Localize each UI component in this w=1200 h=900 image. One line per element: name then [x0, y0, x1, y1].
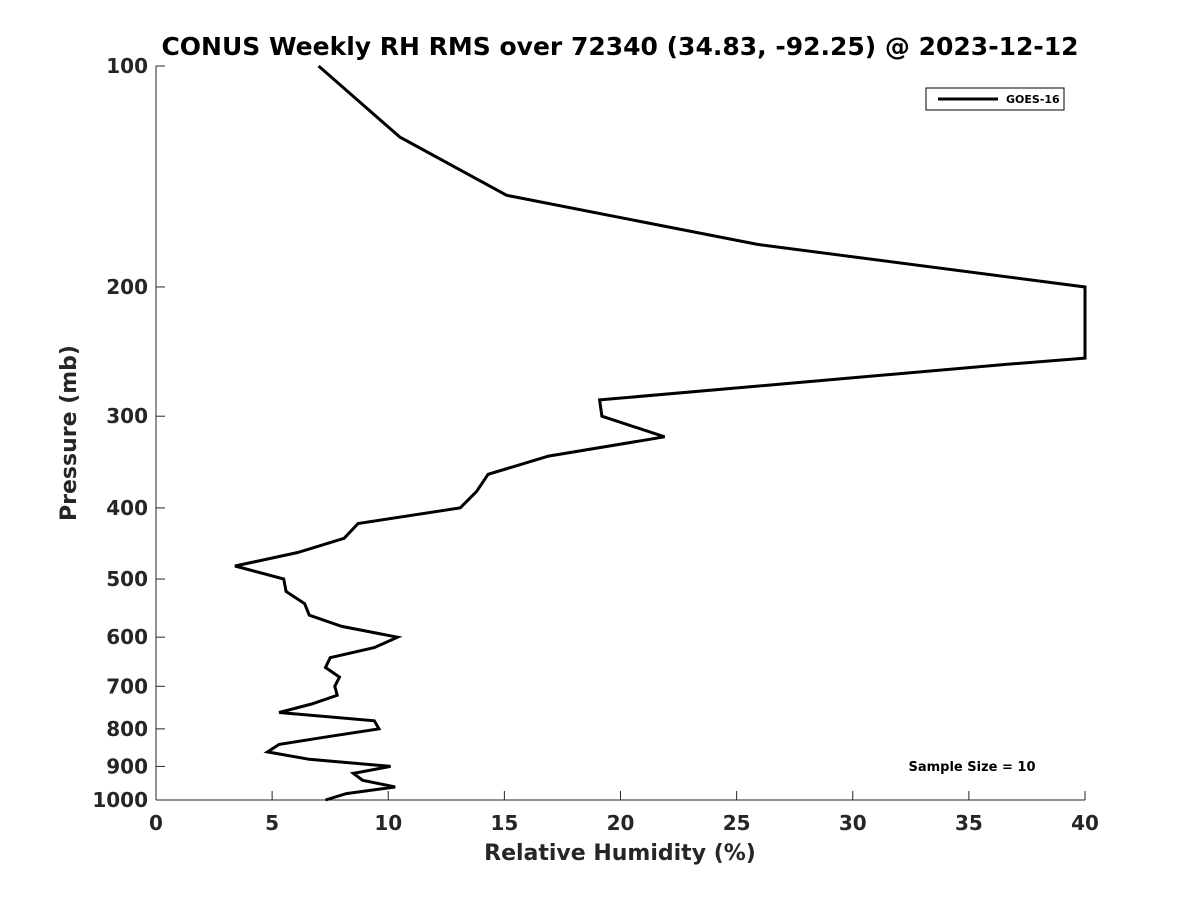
- y-tick-label: 700: [106, 674, 148, 698]
- y-tick-label: 500: [106, 567, 148, 591]
- legend-label: GOES-16: [1006, 93, 1060, 106]
- series-layer: [234, 64, 1087, 802]
- plot-area: [155, 66, 1085, 801]
- x-axis-ticks: 0 5 10 15 20 25 30 35 40: [149, 791, 1099, 835]
- x-tick-label: 25: [723, 811, 751, 835]
- x-tick-label: 30: [839, 811, 867, 835]
- y-tick-label: 600: [106, 625, 148, 649]
- x-tick-label: 10: [374, 811, 402, 835]
- y-tick-label: 300: [106, 404, 148, 428]
- series-line: [234, 64, 1087, 802]
- y-tick-label: 400: [106, 496, 148, 520]
- y-tick-label: 200: [106, 275, 148, 299]
- x-tick-label: 40: [1071, 811, 1099, 835]
- x-tick-label: 5: [265, 811, 279, 835]
- x-tick-label: 0: [149, 811, 163, 835]
- legend: GOES-16: [925, 87, 1065, 111]
- chart-title: CONUS Weekly RH RMS over 72340 (34.83, -…: [161, 32, 1078, 61]
- y-tick-label: 1000: [92, 788, 148, 812]
- y-axis-label: Pressure (mb): [57, 345, 82, 521]
- y-tick-label: 800: [106, 717, 148, 741]
- sample-size-annotation: Sample Size = 10: [908, 760, 1035, 775]
- x-tick-label: 20: [607, 811, 635, 835]
- y-tick-label: 100: [106, 54, 148, 78]
- x-tick-label: 15: [490, 811, 518, 835]
- y-axis-ticks: 100 200 300 400 500 600 700 800 900 1000: [92, 54, 165, 812]
- x-axis-label: Relative Humidity (%): [484, 841, 756, 866]
- y-tick-label: 900: [106, 754, 148, 778]
- x-tick-label: 35: [955, 811, 983, 835]
